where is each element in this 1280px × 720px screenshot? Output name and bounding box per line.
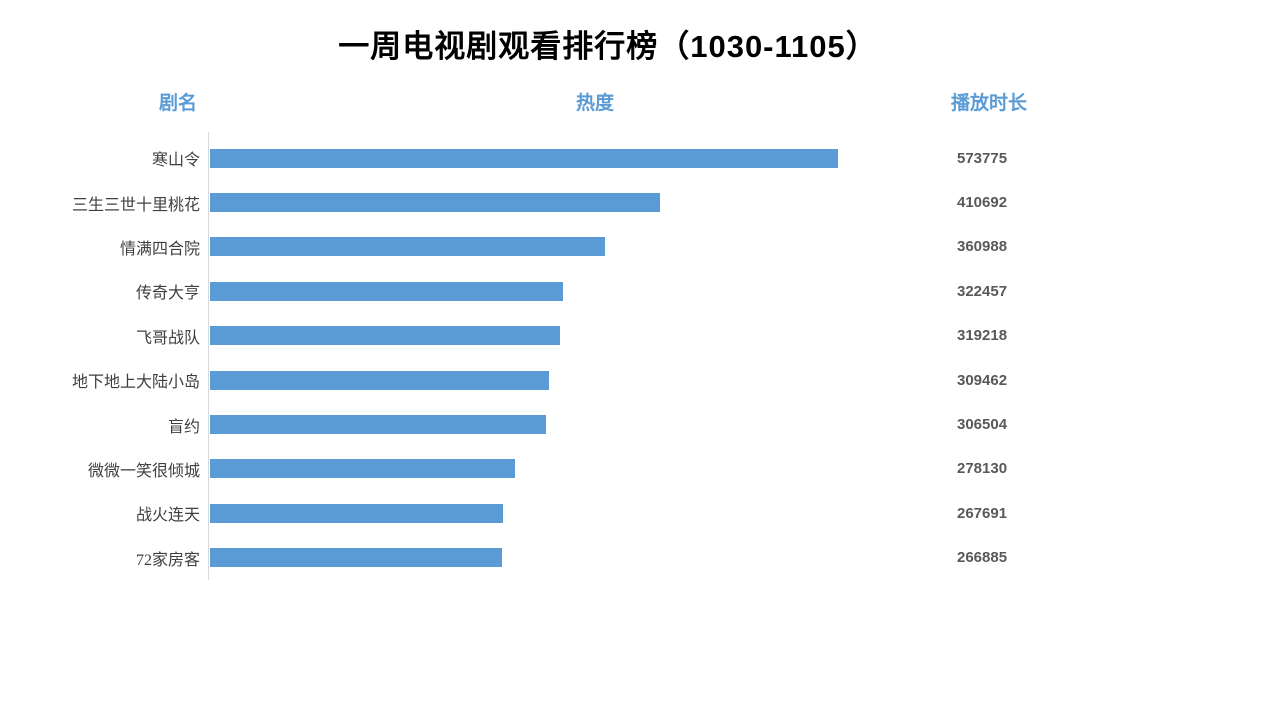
bar [210,459,515,479]
y-axis-line [208,132,209,580]
table-row: 飞哥战队 319218 [0,314,1280,358]
bar [210,237,606,257]
category-label: 微微一笑很倾城 [87,462,200,480]
column-header-play-duration: 播放时长 [950,93,1027,114]
table-row: 传奇大亨 322457 [0,269,1280,313]
value-label: 410692 [957,194,1008,212]
value-label: 322457 [957,282,1008,300]
bar [210,193,660,213]
category-label: 传奇大亨 [135,285,200,303]
bar-chart-rows: 寒山令 573775 三生三世十里桃花 410692 情满四合院 360988 … [0,136,1280,580]
bar [210,281,564,301]
table-row: 三生三世十里桃花 410692 [0,180,1280,224]
table-row: 地下地上大陆小岛 309462 [0,358,1280,402]
category-label: 飞哥战队 [135,329,200,347]
category-label: 战火连天 [135,507,200,525]
table-row: 盲约 306504 [0,402,1280,446]
chart-title: 一周电视剧观看排行榜（1030-1105） [338,29,878,64]
bar-track [210,326,867,346]
value-label: 573775 [957,149,1008,167]
value-label: 266885 [957,549,1008,567]
category-label: 盲约 [167,418,200,436]
value-label: 278130 [957,460,1008,478]
bar-track [210,193,867,213]
value-label: 309462 [957,371,1008,389]
bar-track [210,281,867,301]
value-label: 319218 [957,327,1008,345]
value-label: 267691 [957,504,1008,522]
category-label: 72家房客 [135,551,200,569]
table-row: 寒山令 573775 [0,136,1280,180]
value-label: 306504 [957,416,1008,434]
category-label: 三生三世十里桃花 [71,196,200,214]
bar-track [210,548,867,568]
table-row: 72家房客 266885 [0,536,1280,580]
bar [210,148,839,168]
category-label: 地下地上大陆小岛 [71,374,200,392]
bar-track [210,148,867,168]
bar [210,503,504,523]
bar-track [210,503,867,523]
category-label: 情满四合院 [119,240,200,258]
category-label: 寒山令 [151,152,200,170]
table-row: 战火连天 267691 [0,491,1280,535]
column-header-heat: 热度 [575,93,614,114]
bar-track [210,370,867,390]
bar [210,548,503,568]
bar [210,326,560,346]
bar-track [210,415,867,435]
bar [210,370,549,390]
table-row: 情满四合院 360988 [0,225,1280,269]
bar-track [210,459,867,479]
bar-track [210,237,867,257]
column-header-drama-name: 剧名 [158,93,197,114]
bar [210,415,546,435]
table-row: 微微一笑很倾城 278130 [0,447,1280,491]
value-label: 360988 [957,238,1008,256]
